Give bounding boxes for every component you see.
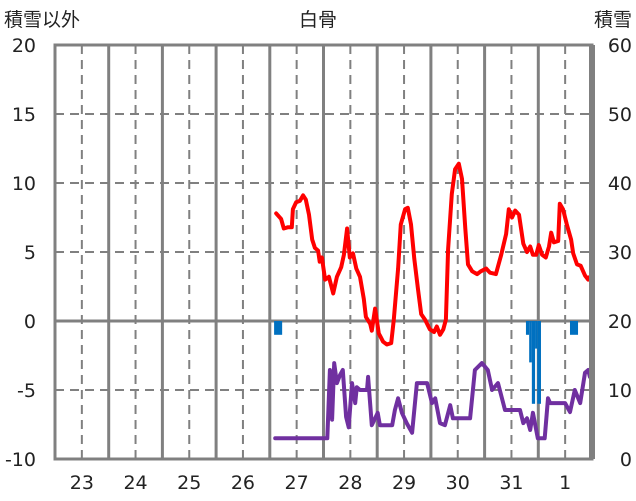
right-tick-labels: 60 50 40 30 20 10 0 xyxy=(608,35,632,471)
x-tick-label: 1 xyxy=(559,472,571,494)
right-tick-label: 40 xyxy=(608,173,632,195)
x-tick-label: 28 xyxy=(338,472,362,494)
left-tick-label: -5 xyxy=(17,380,36,402)
x-tick-label: 23 xyxy=(70,472,94,494)
precipitation-bar xyxy=(531,321,536,404)
precipitation-bar xyxy=(529,321,532,363)
x-tick-label: 31 xyxy=(499,472,523,494)
x-tick-label: 25 xyxy=(177,472,201,494)
left-tick-label: 5 xyxy=(24,242,36,264)
right-tick-label: 20 xyxy=(608,311,632,333)
x-tick-labels: 23 24 25 26 27 28 29 30 31 1 xyxy=(70,472,571,494)
precipitation-bar xyxy=(525,321,530,335)
precipitation-bar xyxy=(569,321,579,335)
precipitation-bar xyxy=(274,321,283,335)
right-tick-label: 60 xyxy=(608,35,632,57)
precipitation-bars xyxy=(274,321,579,404)
grid xyxy=(53,44,592,460)
left-axis-label: 積雪以外 xyxy=(4,9,80,31)
x-tick-label: 30 xyxy=(446,472,470,494)
snow_depth-line xyxy=(273,361,592,441)
x-tick-label: 24 xyxy=(123,472,147,494)
right-tick-label: 0 xyxy=(620,449,632,471)
right-tick-label: 30 xyxy=(608,242,632,264)
chart-title: 白骨 xyxy=(299,9,337,31)
left-tick-label: -10 xyxy=(5,449,36,471)
precipitation-bar xyxy=(537,321,541,404)
left-tick-label: 10 xyxy=(12,173,36,195)
plot-frame xyxy=(53,43,595,461)
precipitation-bar xyxy=(535,321,538,349)
left-tick-labels: 20 15 10 5 0 -5 -10 xyxy=(5,35,36,471)
x-tick-label: 27 xyxy=(285,472,309,494)
left-tick-label: 0 xyxy=(24,311,36,333)
x-tick-label: 26 xyxy=(231,472,255,494)
right-axis-label: 積雪 xyxy=(594,9,632,31)
series-lines xyxy=(273,161,592,441)
x-tick-label: 29 xyxy=(392,472,416,494)
left-tick-label: 20 xyxy=(12,35,36,57)
left-tick-label: 15 xyxy=(12,104,36,126)
temperature-line xyxy=(274,161,592,347)
right-tick-label: 50 xyxy=(608,104,632,126)
right-tick-label: 10 xyxy=(608,380,632,402)
